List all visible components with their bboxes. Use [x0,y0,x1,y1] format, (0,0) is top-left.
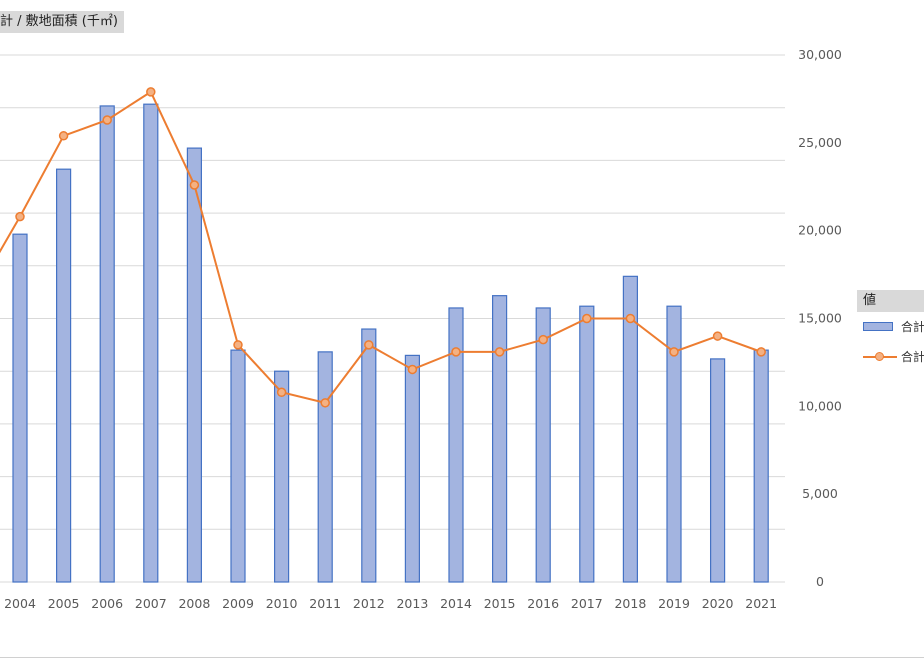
x-tick-label: 2015 [484,596,516,611]
line-point [146,87,156,97]
legend-entry-line[interactable]: 合計 [863,348,924,368]
line-point [582,313,592,324]
x-tick-label: 2020 [702,596,734,611]
x-tick-label: 2013 [396,596,428,611]
line-point [625,313,636,324]
line-point [407,364,418,375]
x-tick-label: 2018 [614,596,646,611]
marker-swatch-icon [875,352,884,361]
x-tick-label: 2010 [266,596,298,611]
line-point [494,347,505,357]
line-point [102,115,112,125]
x-tick-label: 2007 [135,596,167,611]
bar [274,370,290,583]
line-point [364,340,374,350]
x-tick-label: 2005 [48,596,80,611]
bar [448,307,464,583]
bar [622,275,639,583]
y-tick-label: 20,000 [798,223,842,238]
x-tick-label: 2021 [745,596,777,611]
legend-title[interactable]: 値 [857,290,924,312]
y-tick-label: 25,000 [798,135,842,150]
bar [99,105,115,583]
y-tick-label: 0 [816,574,824,589]
x-tick-label: 2019 [658,596,690,611]
bar [404,354,420,583]
bar [753,349,769,583]
bar [492,295,508,583]
bar [317,351,333,583]
x-tick-label: 2016 [527,596,559,611]
legend-entry-bar[interactable]: 合計 [863,318,924,338]
bar [186,147,202,583]
x-tick-label: 2008 [178,596,210,611]
x-tick-label: 2006 [91,596,123,611]
line-point [756,347,766,357]
line-point [58,131,69,141]
y-tick-label: 10,000 [798,398,842,413]
x-tick-label: 2004 [4,596,36,611]
x-tick-label: 2009 [222,596,254,611]
line-point [669,347,679,357]
bar [666,305,682,583]
bar [579,305,595,583]
bar [55,168,72,583]
line-point [276,387,287,398]
y-tick-label: 5,000 [802,486,838,501]
bar [12,233,28,583]
x-tick-label: 2017 [571,596,603,611]
bar [143,103,159,583]
legend-entry-label: 合計 [901,350,924,364]
bar [709,358,726,583]
bar-swatch-icon [863,322,893,331]
legend-entry-label: 合計 [901,320,924,334]
legend: 値 合計 合計 [857,290,924,380]
x-tick-label: 2012 [353,596,385,611]
line-point [189,180,200,190]
line-point [451,347,461,357]
x-tick-label: 2011 [309,596,341,611]
line-point [233,340,243,350]
line-point [712,331,723,341]
line-point [15,211,25,222]
chart-title[interactable]: 計 / 敷地面積 (千㎡) [0,11,124,33]
line-point [320,398,330,408]
bar [361,328,377,583]
x-tick-label: 2014 [440,596,472,611]
bar [230,349,246,583]
bar [535,307,551,583]
y-tick-label: 15,000 [798,311,842,326]
bottom-divider [0,657,924,658]
line-point [538,334,548,345]
y-tick-label: 30,000 [798,47,842,62]
